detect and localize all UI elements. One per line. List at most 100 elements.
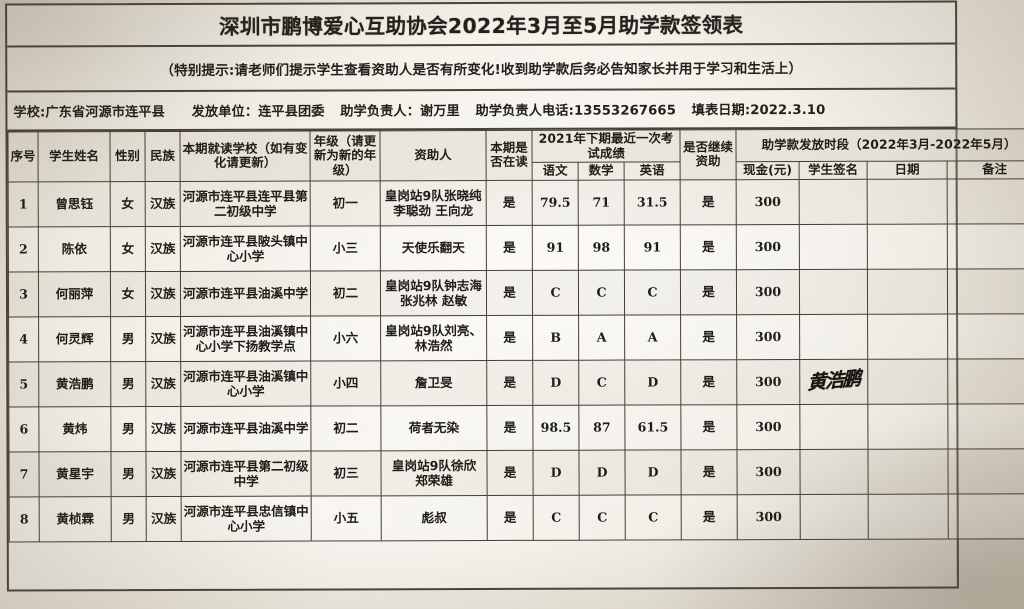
cell-exam-chinese: B: [532, 315, 579, 361]
cell-grade: 初三: [310, 450, 382, 496]
cell-index: 8: [9, 496, 40, 542]
cell-sponsor: 荷者无染: [380, 405, 487, 451]
cell-exam-chinese: 91: [532, 225, 579, 271]
page-title: 深圳市鹏博爱心互助协会2022年3月至5月助学款签领表: [219, 13, 744, 39]
cell-school: 河源市连平县油溪镇中心小学: [180, 360, 311, 407]
cell-student-name: 黄星宇: [38, 451, 112, 497]
cell-sponsor: 皇岗站9队刘亮、林浩然: [380, 315, 487, 361]
table-row: 2 陈依女汉族 河源市连平县陂头镇中心小学 小三 天使乐翻天是 91 98 91 是 300: [8, 223, 1024, 272]
cell-grade: 小四: [310, 360, 381, 406]
cell-continue-support: 是: [680, 359, 737, 405]
cell-cash: 300: [736, 179, 800, 225]
cell-continue-support: 是: [680, 224, 737, 270]
table-row: 3 何丽萍女汉族 河源市连平县油溪中学 初二 皇岗站9队钟志海 张兆林 赵敏是 C C C 是 3…: [8, 268, 1024, 317]
cell-gender: 男: [110, 316, 146, 362]
cell-exam-chinese: D: [532, 360, 579, 406]
document-title-band: 深圳市鹏博爱心互助协会2022年3月至5月助学款签领表: [7, 2, 956, 48]
meta-band: 学校:广东省河源市连平县 发放单位：连平县团委 助学负责人：谢万里 助学负责人电…: [7, 89, 956, 132]
cell-ethnicity: 汉族: [145, 361, 181, 407]
table-row: 4 何灵辉男汉族 河源市连平县油溪镇中心小学下扬教学点 小六 皇岗站9队刘亮、林浩然是 B…: [8, 313, 1024, 362]
col-header-exam-english: 英语: [624, 162, 681, 180]
cell-gender: 男: [110, 451, 147, 497]
cell-student-name: 黄桢霖: [39, 496, 112, 542]
col-header-gender: 性别: [109, 131, 146, 182]
cell-index: 5: [8, 361, 39, 407]
cell-sponsor: 彪叔: [381, 495, 488, 541]
cell-continue-support: 是: [680, 179, 737, 225]
cell-gender: 女: [110, 271, 146, 317]
col-header-exam-chinese: 语文: [532, 162, 579, 181]
cell-exam-chinese: 79.5: [532, 180, 579, 226]
cell-date: [867, 178, 948, 225]
meta-phone: 助学负责人电话:13553267665: [475, 103, 676, 120]
cell-signature: [799, 179, 868, 225]
cell-remark: [948, 493, 1024, 539]
header-row-top: 序号 学生姓名 性别 民族 本期就读学校（如有变化请更新） 年级（请更新为新的年…: [7, 128, 1024, 182]
cell-cash: 300: [736, 269, 800, 315]
cell-school: 河源市连平县油溪镇中心小学下扬教学点: [180, 315, 311, 362]
cell-exam-math: 71: [578, 179, 625, 226]
cell-student-name: 陈依: [38, 226, 111, 272]
cell-signature: 黄浩鹏: [799, 359, 868, 405]
cell-continue-support: 是: [680, 449, 738, 495]
cell-enrolled: 是: [486, 225, 533, 271]
cell-school: 河源市连平县忠信镇中心小学: [181, 495, 312, 542]
cell-signature: [800, 494, 869, 540]
cell-cash: 300: [737, 494, 801, 540]
cell-cash: 300: [736, 359, 800, 405]
cell-continue-support: 是: [680, 404, 737, 450]
col-header-grade: 年级（请更新为新的年级）: [309, 130, 381, 181]
cell-exam-english: D: [624, 359, 681, 405]
cell-cash: 300: [736, 224, 800, 270]
cell-grade: 小三: [310, 225, 381, 271]
col-header-sponsor: 资助人: [379, 130, 487, 181]
cell-signature: [799, 449, 869, 495]
subsidy-signature-table: 序号 学生姓名 性别 民族 本期就读学校（如有变化请更新） 年级（请更新为新的年…: [7, 128, 1024, 542]
form-sheet: 深圳市鹏博爱心互助协会2022年3月至5月助学款签领表 （特别提示:请老师们提示…: [5, 0, 1024, 592]
table-body: 1 曾思钰女汉族 河源市连平县连平县第二初级中学 初一 皇岗站9队张晓纯 李聪劲 王向龙…: [8, 178, 1024, 542]
cell-date: [867, 268, 948, 315]
cell-school: 河源市连平县第二初级中学: [180, 450, 312, 497]
cell-exam-english: 91: [624, 224, 681, 270]
cell-remark: [947, 448, 1024, 494]
cell-enrolled: 是: [486, 315, 533, 361]
col-header-student-name: 学生姓名: [37, 131, 111, 182]
cell-ethnicity: 汉族: [145, 316, 181, 362]
cell-exam-math: 87: [578, 404, 625, 451]
cell-student-name: 黄炜: [38, 406, 111, 452]
cell-exam-chinese: D: [532, 450, 580, 496]
cell-exam-math: A: [578, 314, 625, 361]
cell-remark: [947, 223, 1024, 269]
table-row: 1 曾思钰女汉族 河源市连平县连平县第二初级中学 初一 皇岗站9队张晓纯 李聪劲 王向龙…: [8, 178, 1024, 227]
cell-enrolled: 是: [487, 495, 534, 541]
cell-gender: 男: [111, 496, 147, 542]
col-header-exam-math: 数学: [578, 162, 625, 181]
cell-grade: 初二: [310, 270, 381, 316]
col-header-index: 序号: [7, 131, 39, 182]
col-header-date: 日期: [867, 161, 948, 180]
table-row: 8 黄桢霖男汉族 河源市连平县忠信镇中心小学 小五 彪叔是 C C C 是 300: [9, 493, 1024, 542]
cell-date: [867, 448, 949, 495]
cell-date: [867, 403, 948, 450]
cell-sponsor: 皇岗站9队张晓纯 李聪劲 王向龙: [380, 180, 487, 226]
cell-school: 河源市连平县连平县第二初级中学: [180, 180, 311, 227]
cell-continue-support: 是: [680, 269, 737, 315]
cell-index: 2: [8, 226, 39, 272]
cell-gender: 女: [110, 181, 146, 227]
cell-remark: [947, 403, 1024, 449]
cell-school: 河源市连平县油溪中学: [180, 270, 311, 317]
cell-grade: 初二: [310, 405, 381, 451]
col-header-exam-group: 2021年下期最近一次考试成绩: [531, 129, 681, 163]
cell-index: 4: [8, 316, 39, 362]
col-header-school: 本期就读学校（如有变化请更新）: [179, 131, 311, 182]
cell-student-name: 何丽萍: [38, 271, 111, 317]
col-header-enrolled: 本期是否在读: [485, 130, 533, 181]
cell-school: 河源市连平县陂头镇中心小学: [180, 225, 311, 272]
table-row: 7 黄星宇男汉族 河源市连平县第二初级中学 初三 皇岗站9队徐欣 郑荣雄是 D D D 是 300: [8, 448, 1024, 497]
cell-student-name: 何灵辉: [38, 316, 111, 362]
col-header-ethnicity: 民族: [144, 131, 181, 182]
cell-remark: [947, 178, 1024, 224]
cell-enrolled: 是: [486, 180, 533, 226]
cell-remark: [947, 313, 1024, 359]
